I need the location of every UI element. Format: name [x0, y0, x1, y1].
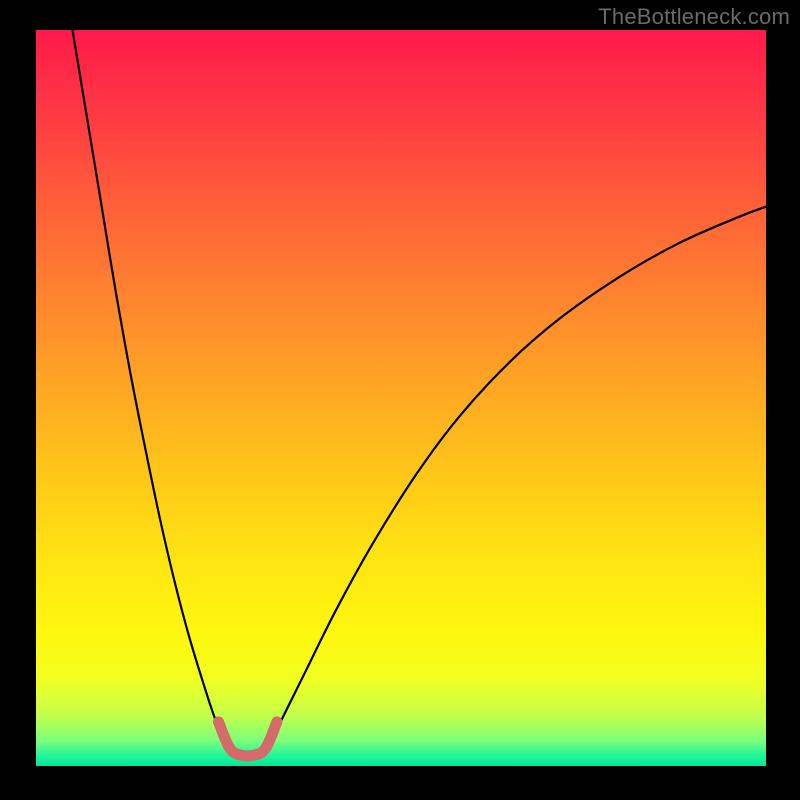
- gradient-background: [36, 30, 766, 766]
- plot-area: [36, 30, 766, 766]
- watermark-text: TheBottleneck.com: [598, 4, 790, 30]
- chart-frame: TheBottleneck.com: [0, 0, 800, 800]
